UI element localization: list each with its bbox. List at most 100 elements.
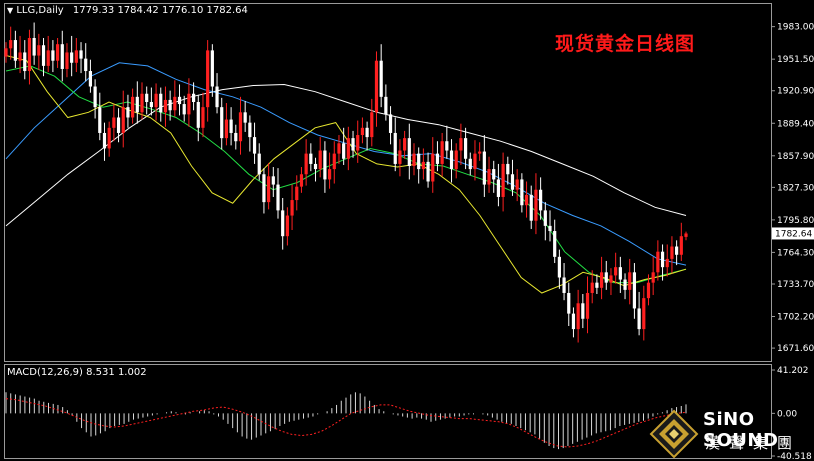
symbol-label: LLG,Daily [16, 5, 64, 16]
candle-body [599, 272, 604, 288]
candle [417, 147, 421, 184]
candle-body [299, 174, 304, 187]
candle [595, 274, 599, 294]
candle [543, 202, 547, 241]
price-tick-label: 1764.30 [777, 248, 814, 258]
candle [609, 268, 613, 296]
candle-body [215, 86, 219, 108]
candle [224, 103, 229, 146]
candle-body [337, 143, 341, 154]
candle-body [276, 184, 280, 211]
candle [309, 143, 313, 172]
candle-body [342, 143, 346, 159]
candle [262, 168, 266, 214]
candle [599, 256, 604, 300]
candle [177, 84, 182, 116]
candle-body [267, 176, 271, 203]
candle [520, 173, 524, 213]
candle-body [112, 117, 116, 128]
candle-body [435, 153, 440, 164]
candle [431, 137, 435, 193]
candle-body [426, 161, 430, 182]
candle [281, 198, 285, 250]
candle-body [487, 169, 491, 185]
dropdown-triangle-icon[interactable]: ▼ [7, 6, 14, 15]
candle [342, 127, 346, 165]
candle [463, 127, 468, 170]
ohlc-values: 1779.33 1784.42 1776.10 1782.64 [72, 5, 248, 16]
candle [121, 90, 125, 148]
candle-body [478, 151, 482, 154]
candle [243, 100, 247, 132]
candle [487, 156, 491, 193]
candle-body [590, 282, 594, 293]
macd-tick-label: 41.202 [777, 366, 809, 376]
candle-body [665, 258, 669, 268]
candle [553, 219, 557, 264]
candle-body [492, 169, 496, 180]
logo-emblem-icon [649, 409, 699, 459]
current-price-box [772, 227, 814, 240]
moving-average-yellow [5, 55, 687, 294]
candle [585, 276, 590, 334]
candle [473, 140, 477, 181]
candle [252, 122, 257, 164]
candle [478, 142, 482, 161]
candle [332, 141, 336, 184]
candle-body [576, 303, 580, 330]
candle [23, 40, 27, 80]
candle-body [393, 132, 397, 164]
candle-body [609, 275, 613, 283]
macd-signal-path [5, 398, 687, 448]
candle-body [370, 112, 374, 138]
candle [637, 291, 641, 336]
candle-body [670, 246, 674, 259]
candle-body [454, 150, 458, 170]
logo-text-en: SiNO SOUND [703, 409, 779, 451]
candle-body [4, 48, 8, 57]
candle [27, 29, 32, 85]
macd-tick-label: 0.00 [777, 409, 797, 419]
candle-body [177, 96, 182, 105]
candle-body [379, 60, 383, 97]
candle [360, 117, 365, 144]
price-tick-label: 1827.30 [777, 183, 814, 193]
candle-body [581, 303, 585, 319]
candle-body [70, 52, 74, 63]
candle-body [637, 308, 641, 330]
candle-body [238, 112, 243, 142]
price-tick-label: 1671.60 [777, 344, 814, 354]
candle [238, 96, 243, 155]
macd-label: MACD(12,26,9) [7, 367, 83, 378]
candle-body [191, 93, 196, 102]
candle [351, 130, 355, 158]
candle-body [407, 138, 411, 166]
candle-body [356, 135, 360, 151]
candle-body [309, 153, 313, 164]
candle-body [463, 138, 468, 159]
candle-body [65, 52, 69, 69]
candle-body [346, 138, 350, 159]
candle-body [628, 272, 632, 290]
candle [18, 35, 22, 74]
candle-body [557, 256, 561, 278]
candle-body [135, 96, 139, 113]
candle [60, 30, 64, 82]
candle-body [618, 267, 622, 280]
candle-body [159, 93, 163, 113]
logo-text-cn: 漢聲集團 [705, 434, 802, 452]
price-tick-label: 1951.50 [777, 55, 814, 65]
candle-body [182, 104, 186, 115]
candle [196, 94, 200, 142]
price-axis: 1983.00 1951.50 1920.90 1889.40 1857.90 1827.… [771, 23, 814, 354]
candle-body [524, 194, 529, 206]
candlesticks [4, 22, 688, 343]
candle [41, 38, 46, 77]
candle [201, 92, 205, 138]
candle-body [116, 117, 121, 133]
candle [70, 35, 74, 77]
candle [295, 175, 299, 211]
candle-body [206, 50, 210, 108]
